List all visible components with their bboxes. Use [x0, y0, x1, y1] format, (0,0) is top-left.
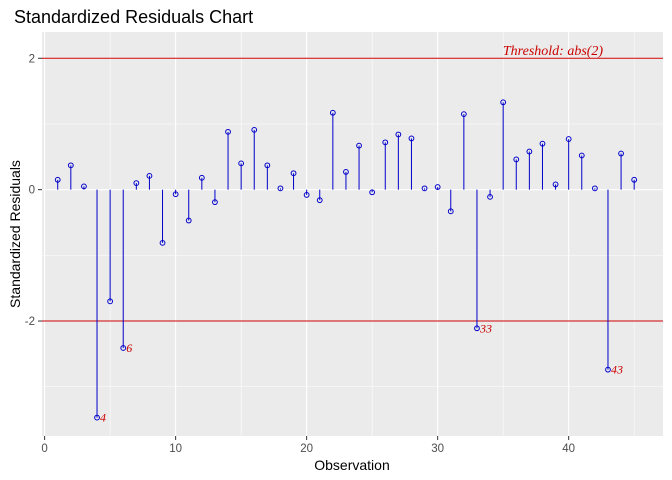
residual-point [578, 152, 585, 159]
residual-point [618, 150, 624, 157]
residual-point [120, 345, 127, 351]
residual-point [552, 181, 559, 188]
residual-point [500, 99, 507, 106]
residual-point [421, 185, 428, 192]
residual-point [565, 136, 572, 142]
residual-point [159, 239, 166, 246]
residual-point [94, 414, 100, 421]
residual-point [474, 325, 480, 332]
y-tick-label: 0 [29, 185, 35, 197]
outlier-label: 43 [611, 363, 623, 377]
x-axis-title: Observation [314, 457, 389, 473]
residual-point [356, 142, 362, 149]
residual-point [81, 183, 87, 190]
residual-point [303, 192, 310, 198]
residual-point [212, 199, 218, 206]
residual-point [277, 185, 284, 192]
residual-point [343, 169, 349, 175]
residual-point [225, 128, 231, 135]
outlier-label: 6 [126, 341, 132, 355]
x-tick-label: 40 [562, 443, 575, 455]
x-tick-label: 20 [300, 443, 313, 455]
outlier-label: 33 [479, 321, 492, 335]
residual-point [146, 172, 153, 179]
outlier-label: 4 [100, 411, 106, 425]
residual-point [198, 174, 205, 181]
residual-point [605, 366, 611, 373]
residual-point [487, 193, 493, 200]
residual-points [54, 99, 638, 421]
threshold-lines [42, 57, 663, 322]
x-tick-label: 0 [41, 443, 47, 455]
residual-point [382, 139, 389, 146]
residual-point [185, 217, 192, 224]
residual-point [133, 180, 140, 186]
residual-stems [57, 102, 635, 418]
y-tick-label: -2 [25, 316, 35, 328]
residual-point [316, 197, 323, 204]
residual-point [54, 176, 61, 183]
residual-point [172, 191, 179, 198]
residual-point [238, 160, 245, 167]
x-tick-label: 30 [431, 443, 444, 455]
residual-point [434, 184, 441, 190]
y-axis-title: Standardized Residuals [7, 160, 23, 308]
residual-point [395, 131, 402, 138]
chart-title: Standardized Residuals Chart [14, 7, 253, 27]
residual-point [526, 148, 533, 155]
residual-point [264, 162, 271, 169]
residual-point [251, 126, 258, 133]
y-tick-label: 2 [29, 53, 35, 65]
residual-point [631, 176, 638, 183]
outlier-labels: 4 6 33 43 [100, 321, 623, 424]
residual-point [329, 109, 336, 116]
residual-point [67, 162, 74, 169]
residual-point [539, 140, 546, 147]
x-tick-label: 10 [169, 443, 182, 455]
residual-point [447, 208, 454, 215]
residual-point [107, 298, 114, 305]
residual-point [591, 185, 598, 192]
plot-panel [42, 32, 663, 436]
threshold-label: Threshold: abs(2) [503, 44, 604, 59]
residual-point [513, 156, 520, 163]
axis-ticks: 0 10 20 30 40 -2 0 2 [25, 53, 575, 455]
residual-point [408, 135, 415, 142]
residual-point [290, 170, 297, 177]
residual-point [460, 111, 467, 118]
residual-point [369, 189, 376, 196]
